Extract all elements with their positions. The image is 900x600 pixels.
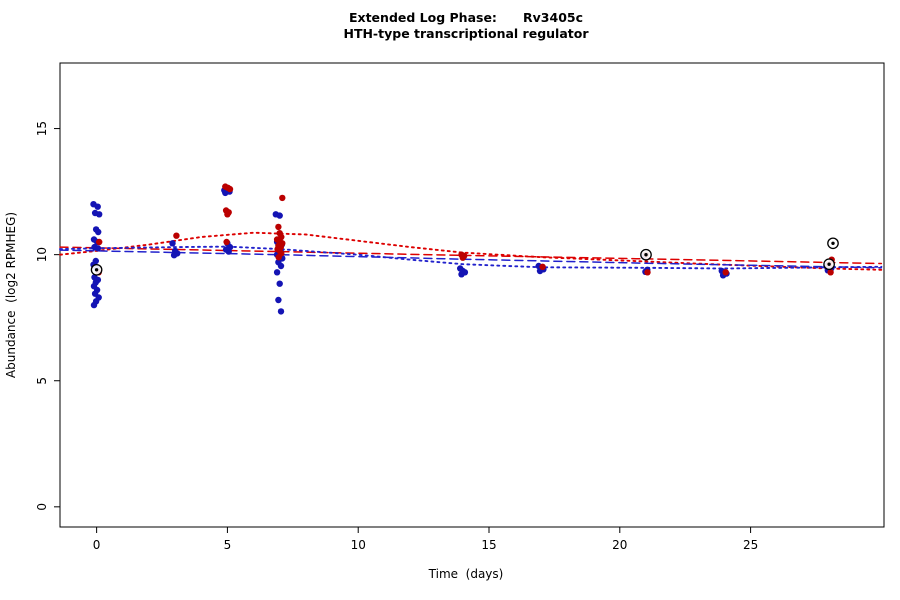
red-replicates-point bbox=[279, 194, 286, 202]
red-replicates-point bbox=[224, 211, 231, 218]
blue-replicates-point bbox=[458, 271, 465, 278]
chart-title-line1: Extended Log Phase: Rv3405c bbox=[349, 10, 583, 25]
trend-line-blue-dotted-fit bbox=[59, 245, 883, 270]
blue-replicates-point bbox=[94, 245, 102, 252]
red-replicates-point bbox=[96, 238, 103, 246]
plot-area: 0 5 10 15 20 25 0 5 10 15 bbox=[35, 62, 885, 552]
blue-replicates-point bbox=[273, 269, 281, 276]
y-tick-label: 10 bbox=[35, 247, 49, 262]
x-axis-label: Time (days) bbox=[428, 567, 504, 581]
red-replicates-point bbox=[722, 269, 729, 276]
red-replicates-point bbox=[539, 263, 546, 270]
blue-replicates-point bbox=[225, 248, 232, 255]
x-tick-label: 25 bbox=[743, 538, 758, 552]
x-tick-label: 20 bbox=[612, 538, 627, 552]
red-replicates-point bbox=[644, 269, 651, 276]
blue-replicates-point bbox=[275, 296, 282, 304]
x-tick-label: 5 bbox=[224, 538, 232, 552]
red-replicates-point bbox=[226, 185, 234, 193]
blue-replicates-point bbox=[169, 240, 176, 247]
y-tick-label: 5 bbox=[35, 377, 49, 385]
red-replicates-point bbox=[275, 254, 282, 261]
blue-replicates-point bbox=[94, 203, 101, 210]
chart-title-line2: HTH-type transcriptional regulator bbox=[343, 26, 589, 41]
red-replicates-point bbox=[827, 269, 834, 276]
plot-box bbox=[59, 62, 885, 528]
blue-replicates-point bbox=[90, 301, 98, 309]
y-tick-label: 15 bbox=[35, 121, 49, 136]
circled-marker-dot bbox=[644, 253, 648, 257]
blue-replicates-point bbox=[277, 308, 285, 315]
red-replicates-point bbox=[459, 254, 466, 261]
circled-marker-dot bbox=[94, 268, 99, 272]
x-tick-label: 0 bbox=[93, 538, 101, 552]
blue-replicates-point bbox=[170, 252, 178, 259]
circled-marker-dot bbox=[827, 262, 831, 266]
trend-line-red-dashed-fit bbox=[59, 246, 883, 265]
circled-marker-dot bbox=[831, 241, 835, 245]
y-axis-label: Abundance (log2 RPMHEG) bbox=[4, 212, 18, 378]
trend-line-red-dotted-fit bbox=[59, 231, 883, 271]
x-tick-label: 10 bbox=[351, 538, 366, 552]
y-tick-label: 0 bbox=[35, 503, 49, 511]
red-replicates-point bbox=[173, 232, 180, 239]
x-tick-label: 15 bbox=[481, 538, 496, 552]
blue-replicates-point bbox=[95, 228, 102, 236]
trend-line-blue-dashed-fit bbox=[59, 249, 883, 269]
blue-replicates-point bbox=[276, 212, 283, 219]
red-replicates-point bbox=[275, 223, 282, 231]
blue-replicates-point bbox=[277, 262, 285, 270]
blue-replicates-point bbox=[96, 211, 103, 218]
blue-replicates-point bbox=[276, 280, 283, 287]
blue-replicates-point bbox=[222, 189, 229, 197]
red-replicates-point bbox=[223, 238, 230, 246]
